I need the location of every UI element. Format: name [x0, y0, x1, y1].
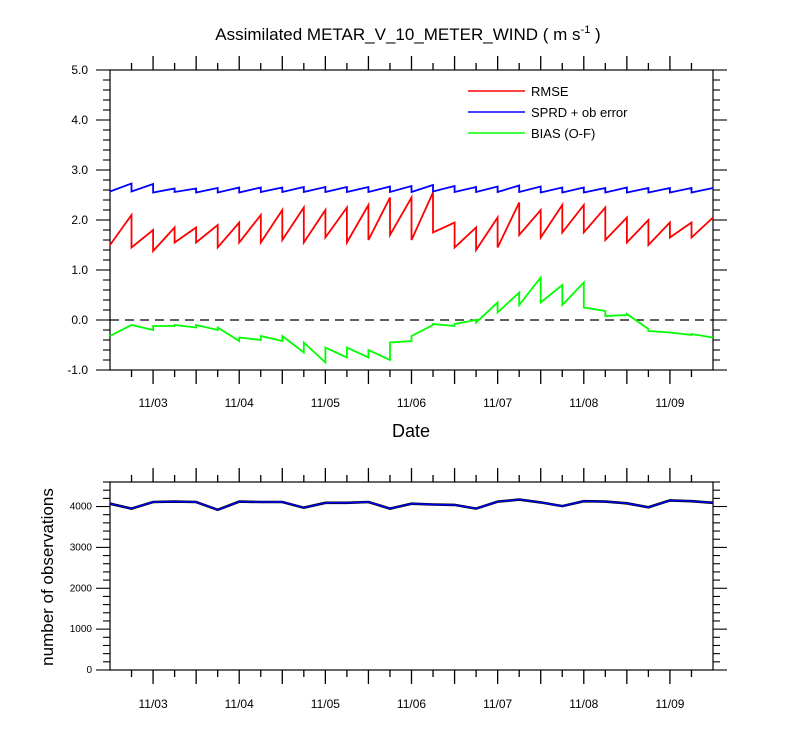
series-line-rmse	[109, 192, 714, 254]
y-tick-label: 0	[86, 665, 92, 676]
chart-title-sup: -1	[581, 24, 591, 36]
x-tick-label: 11/08	[569, 396, 598, 410]
y-tick-label: -1.0	[67, 363, 88, 377]
top-x-tick-labels: 11/03 11/04 11/05 11/06 11/07 11/08 11/09	[139, 396, 685, 410]
y-tick-label: 2000	[70, 583, 93, 594]
bottom-plot-series	[109, 498, 714, 512]
y-tick-label: 3.0	[71, 163, 88, 177]
legend: RMSE SPRD + ob error BIAS (O-F)	[468, 84, 628, 141]
bottom-y-tick-labels: 4000 3000 2000 1000 0	[70, 502, 93, 676]
y-tick-label: 2.0	[71, 213, 88, 227]
bottom-plot-frame	[109, 481, 714, 671]
legend-label-sprd: SPRD + ob error	[531, 105, 628, 120]
legend-label-rmse: RMSE	[531, 84, 569, 99]
chart-title: Assimilated METAR_V_10_METER_WIND ( m s-…	[215, 24, 600, 44]
observations-line	[109, 498, 714, 511]
bottom-x-tick-labels: 11/03 11/04 11/05 11/06 11/07 11/08 11/09	[139, 697, 685, 711]
x-tick-label: 11/09	[655, 396, 684, 410]
y-tick-label: 4000	[70, 502, 93, 513]
x-tick-label: 11/07	[483, 697, 512, 711]
top-plot-series	[109, 182, 714, 365]
x-tick-label: 11/05	[311, 697, 340, 711]
y-tick-label: 4.0	[71, 113, 88, 127]
x-tick-label: 11/04	[225, 396, 254, 410]
chart-title-end: )	[590, 25, 600, 44]
x-tick-label: 11/06	[397, 396, 426, 410]
x-tick-label: 11/03	[139, 697, 168, 711]
top-plot-ticks	[96, 56, 727, 384]
bottom-plot-ticks	[96, 468, 727, 684]
x-tick-label: 11/03	[139, 396, 168, 410]
y-tick-label: 1.0	[71, 263, 88, 277]
x-tick-label: 11/05	[311, 396, 340, 410]
legend-label-bias: BIAS (O-F)	[531, 126, 595, 141]
observations-line-shadow	[109, 498, 714, 512]
y-tick-label: 1000	[70, 624, 93, 635]
chart-title-main: Assimilated METAR_V_10_METER_WIND ( m s	[215, 25, 580, 44]
x-tick-label: 11/09	[655, 697, 684, 711]
x-tick-label: 11/07	[483, 396, 512, 410]
x-tick-label: 11/04	[225, 697, 254, 711]
bottom-y-axis-label: number of observations	[38, 488, 57, 666]
y-tick-label: 3000	[70, 542, 93, 553]
y-tick-label: 5.0	[71, 63, 88, 77]
x-tick-label: 11/08	[569, 697, 598, 711]
top-y-tick-labels: 5.0 4.0 3.0 2.0 1.0 0.0 -1.0	[67, 63, 88, 377]
series-line-bias-o-f	[109, 274, 714, 365]
series-line-sprd-ob-error	[109, 182, 714, 194]
x-axis-label: Date	[392, 421, 430, 441]
x-tick-label: 11/06	[397, 697, 426, 711]
y-tick-label: 0.0	[71, 313, 88, 327]
